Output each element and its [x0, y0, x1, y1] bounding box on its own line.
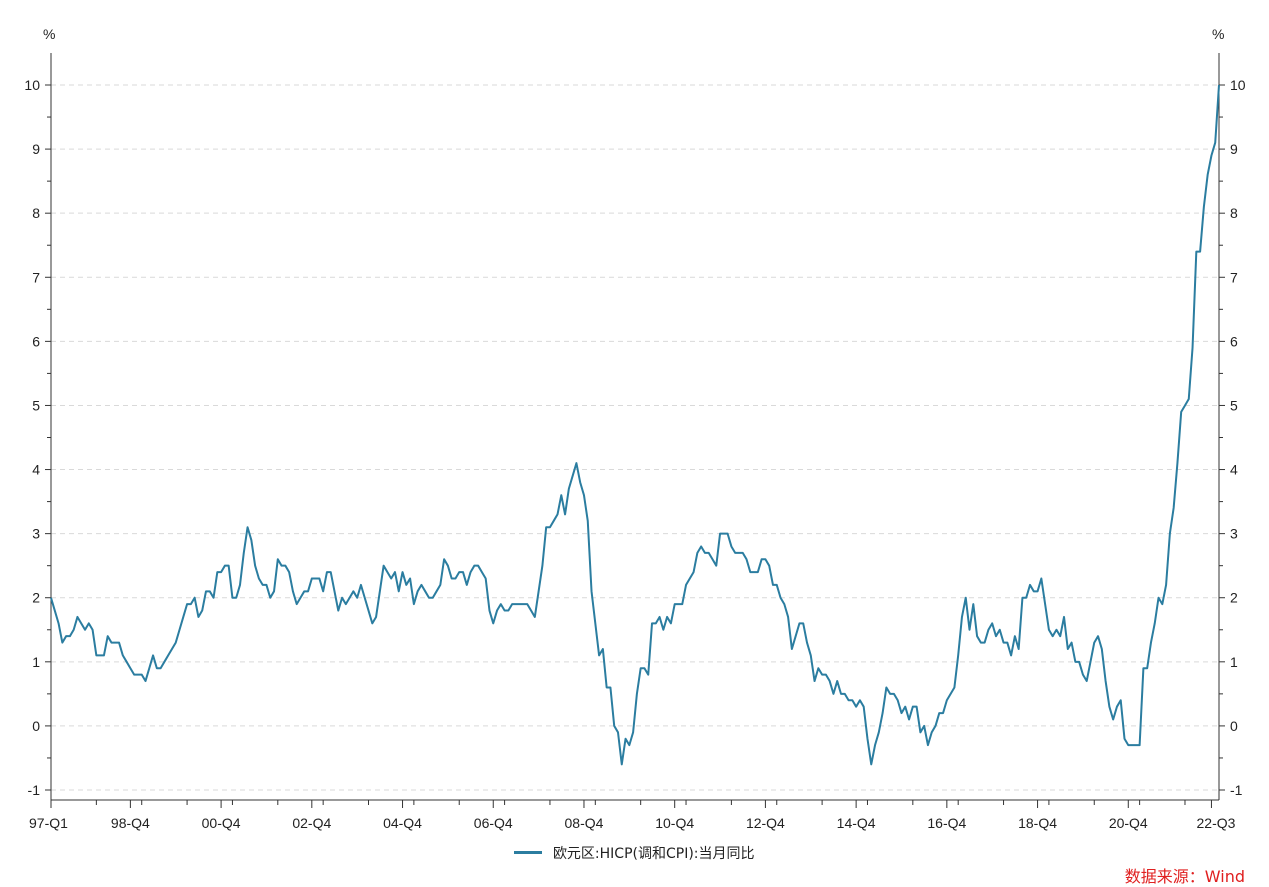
y-tick-label-left: 0 — [32, 718, 40, 734]
y-tick-label-right: 2 — [1230, 590, 1238, 606]
y-tick-label-left: 7 — [32, 269, 40, 285]
x-tick-label: 02-Q4 — [292, 815, 331, 831]
x-tick-label: 22-Q3 — [1197, 815, 1236, 831]
y-tick-label-right: 0 — [1230, 718, 1238, 734]
y-tick-label-left: 1 — [32, 654, 40, 670]
legend: 欧元区:HICP(调和CPI):当月同比 — [0, 843, 1269, 863]
y-tick-label-left: -1 — [28, 782, 41, 798]
y-tick-label-right: 4 — [1230, 462, 1238, 478]
y-tick-label-left: 8 — [32, 205, 40, 221]
x-tick-label: 20-Q4 — [1109, 815, 1148, 831]
y-tick-label-right: 3 — [1230, 526, 1238, 542]
y-tick-label-left: 5 — [32, 397, 40, 413]
y-tick-label-left: 9 — [32, 141, 40, 157]
x-tick-label: 04-Q4 — [383, 815, 422, 831]
x-tick-label: 98-Q4 — [111, 815, 150, 831]
y-tick-label-right: 6 — [1230, 333, 1238, 349]
series-line-hicp — [50, 84, 1220, 766]
x-tick-label: 08-Q4 — [565, 815, 604, 831]
y-tick-label-left: 10 — [24, 77, 40, 93]
y-tick-label-right: 10 — [1230, 77, 1246, 93]
y-unit-right: % — [1212, 26, 1224, 42]
y-axis-left: -1 0 1 2 3 4 5 6 7 8 9 10 — [24, 77, 40, 798]
grid-lines — [51, 84, 1219, 791]
y-tick-label-right: 1 — [1230, 654, 1238, 670]
x-tick-label: 12-Q4 — [746, 815, 785, 831]
y-tick-label-right: 8 — [1230, 205, 1238, 221]
x-tick-label: 00-Q4 — [202, 815, 241, 831]
y-axis-right: -1 0 1 2 3 4 5 6 7 8 9 10 — [1230, 77, 1246, 798]
y-tick-label-right: 7 — [1230, 269, 1238, 285]
y-tick-label-left: 6 — [32, 333, 40, 349]
x-tick-label: 14-Q4 — [837, 815, 876, 831]
x-tick-label: 06-Q4 — [474, 815, 513, 831]
y-tick-label-left: 4 — [32, 462, 40, 478]
x-tick-label: 97-Q1 — [29, 815, 68, 831]
y-tick-label-right: 5 — [1230, 397, 1238, 413]
x-axis: 97-Q1 98-Q4 00-Q4 02-Q4 04-Q4 06-Q4 08-Q4 10-Q4… — [29, 800, 1236, 831]
y-unit-left: % — [43, 26, 55, 42]
y-tick-label-right: -1 — [1230, 782, 1243, 798]
legend-swatch — [514, 850, 543, 854]
y-tick-label-left: 3 — [32, 526, 40, 542]
y-tick-label-right: 9 — [1230, 141, 1238, 157]
data-source-note: 数据来源：Wind — [1124, 867, 1245, 886]
legend-label: 欧元区:HICP(调和CPI):当月同比 — [552, 846, 755, 862]
axes — [45, 53, 1225, 801]
x-tick-label: 10-Q4 — [655, 815, 694, 831]
y-tick-label-left: 2 — [32, 590, 40, 606]
x-tick-label: 16-Q4 — [927, 815, 966, 831]
x-tick-label: 18-Q4 — [1018, 815, 1057, 831]
